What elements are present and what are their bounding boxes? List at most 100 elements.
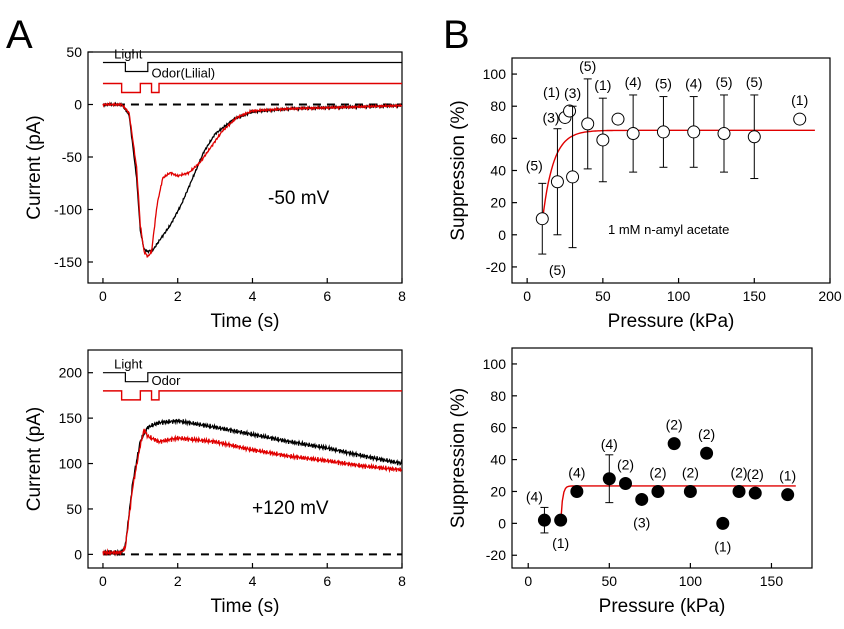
- n-label: (4): [568, 464, 585, 480]
- y-tick-label: 80: [490, 388, 506, 404]
- y-tick-label: 150: [59, 410, 83, 426]
- x-tick-label: 150: [743, 288, 767, 304]
- y-tick-label: 50: [66, 44, 82, 60]
- data-point: [566, 170, 580, 184]
- series-line-odor: [102, 428, 403, 557]
- plot-frame: [87, 51, 403, 284]
- y-axis-label: Suppression (%): [448, 100, 469, 240]
- panel-label-a: A: [6, 13, 33, 57]
- y-tick-label: -20: [486, 259, 506, 275]
- x-tick-label: 50: [595, 288, 611, 304]
- n-label: (2): [698, 426, 715, 442]
- n-label: (2): [666, 417, 683, 433]
- n-label: (1): [779, 468, 796, 484]
- y-tick-label: 200: [59, 365, 83, 381]
- data-point: [554, 513, 568, 527]
- x-tick-label: 8: [398, 573, 406, 589]
- y-tick-label: 80: [490, 98, 506, 114]
- fit-curve: [541, 129, 815, 222]
- x-tick-label: 0: [524, 573, 532, 589]
- data-point: [535, 212, 549, 226]
- data-point: [537, 513, 551, 527]
- n-label: (1): [594, 77, 611, 93]
- x-tick-label: 50: [602, 573, 618, 589]
- y-tick-label: 60: [490, 130, 506, 146]
- y-tick-label: 40: [490, 452, 506, 468]
- data-point: [717, 127, 731, 141]
- data-point: [716, 516, 730, 530]
- x-tick-label: 200: [818, 288, 842, 304]
- data-point: [550, 175, 564, 189]
- n-label: (1): [791, 92, 808, 108]
- chart-b-top: 0 50 100 150 200 -20 0 20 40 60 80 100 Pressure (kPa…: [448, 57, 842, 332]
- y-tick-label: 60: [490, 420, 506, 436]
- x-tick-label: 4: [249, 573, 257, 589]
- n-label: (3): [542, 109, 559, 125]
- data-point: [651, 484, 665, 498]
- data-point: [596, 133, 610, 147]
- x-tick-label: 100: [679, 573, 703, 589]
- x-tick-label: 0: [523, 288, 531, 304]
- x-tick-label: 6: [323, 288, 331, 304]
- data-point: [626, 127, 640, 141]
- light-stimulus-trace: [102, 61, 402, 73]
- y-tick-label: 20: [490, 483, 506, 499]
- plot-frame: [511, 347, 813, 569]
- data-point: [683, 484, 697, 498]
- data-point: [781, 488, 795, 502]
- data-point: [748, 486, 762, 500]
- y-tick-label: 0: [498, 515, 506, 531]
- n-label: (4): [601, 436, 618, 452]
- n-label: (4): [685, 76, 702, 92]
- voltage-annotation: +120 mV: [252, 498, 329, 519]
- odor-stimulus-trace: [102, 390, 402, 401]
- data-point: [563, 104, 577, 118]
- x-axis-label: Pressure (kPa): [599, 596, 726, 617]
- x-tick-label: 0: [99, 573, 107, 589]
- y-tick-label: -150: [54, 254, 82, 270]
- x-tick-label: 8: [398, 288, 406, 304]
- n-label: (5): [746, 74, 763, 90]
- light-stimulus-trace: [102, 372, 402, 383]
- data-point: [732, 484, 746, 498]
- odor-stimulus-trace: [102, 82, 402, 94]
- n-label: (3): [633, 514, 650, 530]
- y-tick-label: -50: [62, 149, 82, 165]
- data-point: [635, 492, 649, 506]
- n-label: (1): [552, 535, 569, 551]
- odor-label: Odor(Lilial): [152, 66, 216, 81]
- x-tick-label: 150: [760, 573, 784, 589]
- x-axis-label: Pressure (kPa): [608, 311, 735, 332]
- data-point: [747, 130, 761, 144]
- odor-label: Odor: [152, 373, 182, 388]
- y-tick-label: 20: [490, 195, 506, 211]
- plot-frame: [87, 349, 403, 569]
- panel-label-b: B: [443, 13, 470, 57]
- x-tick-label: 100: [667, 288, 691, 304]
- chart-b-bottom: 0 50 100 150 -20 0 20 40 60 80 100 Pressure (kPa) Su…: [448, 347, 813, 617]
- y-tick-label: 0: [74, 97, 82, 113]
- y-axis-label: Current (pA): [24, 407, 45, 512]
- n-label: (2): [747, 466, 764, 482]
- fit-curve: [559, 485, 796, 524]
- data-point: [619, 477, 633, 491]
- chart-a-bottom: 0 2 4 6 8 0 50 100 150 200 Time (s) Current (pA) Lig…: [24, 349, 406, 617]
- y-tick-label: 0: [498, 227, 506, 243]
- n-label: (4): [526, 488, 543, 504]
- light-label: Light: [114, 47, 143, 62]
- data-point: [602, 472, 616, 486]
- y-tick-label: 50: [66, 501, 82, 517]
- n-label: (5): [655, 76, 672, 92]
- x-tick-label: 2: [174, 288, 182, 304]
- x-axis-label: Time (s): [211, 311, 280, 332]
- n-label: (2): [649, 464, 666, 480]
- data-point: [581, 117, 595, 131]
- voltage-annotation: -50 mV: [268, 188, 330, 209]
- y-tick-label: 0: [74, 546, 82, 562]
- n-label: (4): [625, 74, 642, 90]
- n-label: (5): [579, 58, 596, 74]
- data-point: [611, 112, 625, 126]
- x-tick-label: 0: [99, 288, 107, 304]
- data-point: [570, 484, 584, 498]
